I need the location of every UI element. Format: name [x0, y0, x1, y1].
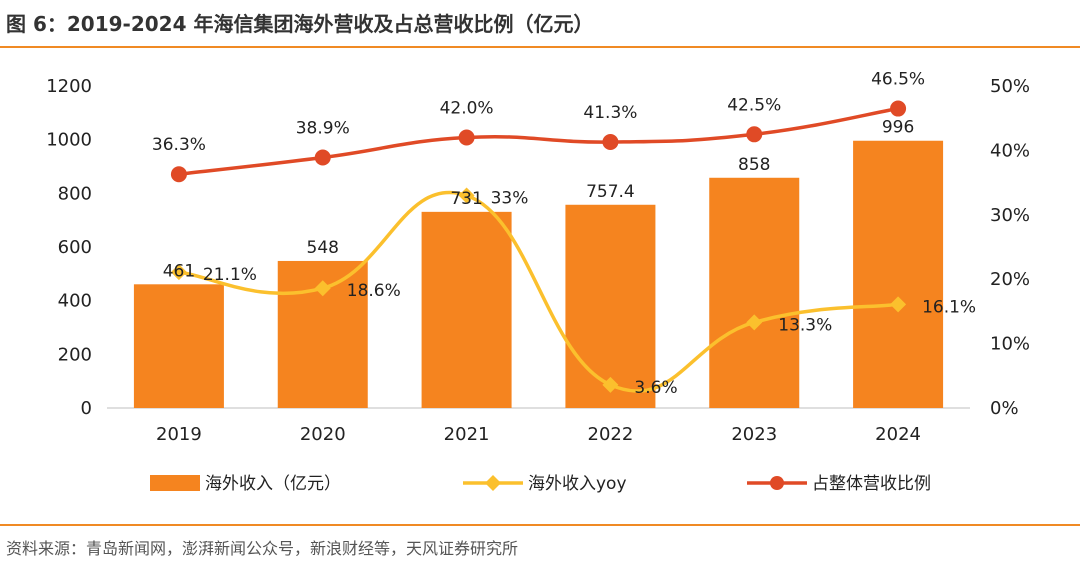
bar-value-label: 858 [738, 155, 770, 175]
yoy-value-label: 18.6% [347, 281, 401, 301]
bottom-divider [0, 524, 1080, 526]
y-right-tick-label: 50% [990, 76, 1030, 97]
share-value-label: 46.5% [871, 70, 925, 90]
legend-bar-label: 海外收入（亿元） [205, 474, 341, 494]
axes-layer: 0 200 400 600 800 1000 1200 0% 10% 20% 30% 40% 50% 20… [46, 76, 1030, 445]
y-left-tick-label: 0 [81, 398, 92, 419]
bar-value-label: 461 [163, 261, 195, 281]
share-value-label: 38.9% [296, 118, 350, 138]
x-tick-label: 2021 [444, 424, 490, 445]
yoy-marker [170, 264, 187, 281]
share-value-label: 42.0% [440, 99, 494, 119]
legend-yoy-label: 海外收入yoy [528, 474, 627, 494]
legend: 海外收入（亿元） 海外收入yoy 占整体营收比例 [150, 474, 931, 494]
y-left-tick-label: 1000 [46, 130, 92, 151]
bar [565, 204, 656, 408]
y-right-tick-label: 0% [990, 398, 1019, 419]
yoy-value-label: 16.1% [922, 297, 976, 317]
share-marker [890, 100, 907, 117]
share-marker [170, 166, 187, 183]
bar-value-label: 548 [307, 238, 339, 258]
x-tick-label: 2022 [588, 424, 634, 445]
yoy-marker [890, 296, 907, 313]
y-left-tick-label: 1200 [46, 76, 92, 97]
x-tick-label: 2023 [731, 424, 777, 445]
share-value-label: 41.3% [583, 103, 637, 123]
data-labels-layer: 461 548 731 757.4 858 996 21.1% 18.6% 33% 3.6% 13.… [152, 70, 976, 398]
y-right-tick-label: 20% [990, 269, 1030, 290]
yoy-marker [746, 314, 763, 331]
legend-bar-swatch [150, 475, 200, 491]
yoy-value-label: 33% [491, 188, 529, 208]
bar [853, 140, 944, 409]
share-line [178, 106, 899, 176]
x-tick-label: 2019 [156, 424, 202, 445]
yoy-value-label: 13.3% [778, 315, 832, 335]
share-marker [602, 134, 619, 151]
bar-value-label: 731 [450, 189, 482, 209]
y-left-tick-label: 800 [58, 183, 92, 204]
share-value-label: 42.5% [727, 95, 781, 115]
yoy-marker [602, 376, 619, 393]
y-left-tick-label: 200 [58, 344, 92, 365]
yoy-marker [458, 187, 475, 204]
legend-yoy-marker [485, 475, 501, 491]
legend-share-label: 占整体营收比例 [812, 474, 931, 494]
lines-layer [170, 100, 907, 393]
share-marker [458, 129, 475, 146]
yoy-value-label: 21.1% [203, 265, 257, 285]
y-right-tick-label: 30% [990, 205, 1030, 226]
chart-title: 图 6：2019-2024 年海信集团海外营收及占总营收比例（亿元） [6, 12, 594, 36]
bar [709, 177, 800, 408]
x-tick-label: 2024 [875, 424, 921, 445]
legend-share-marker [770, 476, 784, 490]
yoy-marker [314, 280, 331, 297]
y-right-tick-label: 40% [990, 140, 1030, 161]
bar-value-label: 757.4 [586, 182, 635, 202]
share-value-label: 36.3% [152, 135, 206, 155]
bar-value-label: 996 [882, 118, 914, 138]
y-right-tick-label: 10% [990, 334, 1030, 355]
y-left-tick-label: 600 [58, 237, 92, 258]
share-marker [314, 149, 331, 166]
source-note: 资料来源：青岛新闻网，澎湃新闻公众号，新浪财经等，天风证券研究所 [6, 539, 519, 558]
y-left-tick-label: 400 [58, 291, 92, 312]
share-marker [746, 126, 763, 143]
bar [421, 211, 512, 408]
top-divider [0, 46, 1080, 48]
x-tick-label: 2020 [300, 424, 346, 445]
combo-chart: 0 200 400 600 800 1000 1200 0% 10% 20% 30% 40% 50% 20… [46, 70, 1030, 494]
yoy-value-label: 3.6% [634, 378, 677, 398]
bar [133, 284, 224, 408]
